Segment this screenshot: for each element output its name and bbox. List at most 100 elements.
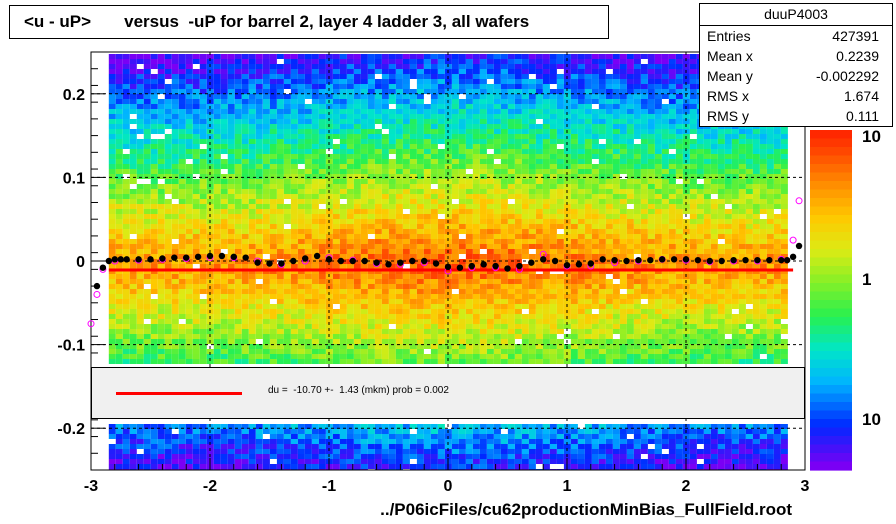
x-tick-label: 3 <box>801 478 810 495</box>
x-tick-label: -2 <box>203 478 217 495</box>
chart-title: <u - uP> versus -uP for barrel 2, layer … <box>9 5 609 39</box>
mean-point <box>105 257 113 265</box>
mean-point <box>540 256 547 263</box>
y-tick-label: 0.2 <box>63 87 85 104</box>
mean-point <box>611 256 618 264</box>
mean-point <box>456 264 464 271</box>
mean-point <box>409 257 416 265</box>
mean-point <box>325 256 333 263</box>
stats-key: RMS y <box>707 108 749 124</box>
mean-point <box>183 254 190 261</box>
stats-box: duuP4003 Entries 427391 Mean x 0.2239 Mean… <box>699 3 893 127</box>
mean-point <box>742 256 749 264</box>
stats-value: 1.674 <box>843 88 879 104</box>
mean-point <box>111 256 119 263</box>
mean-point <box>551 257 559 265</box>
stats-row-rms-y: RMS y 0.111 <box>700 106 892 126</box>
mean-point <box>754 256 761 264</box>
mean-point <box>778 256 785 264</box>
open-point <box>93 290 101 298</box>
mean-point <box>123 256 130 263</box>
mean-point <box>421 257 428 265</box>
stats-value: 427391 <box>832 28 879 44</box>
mean-point <box>93 282 101 290</box>
mean-point <box>337 257 345 265</box>
mean-point <box>278 260 285 267</box>
mean-point <box>194 253 202 261</box>
mean-point <box>361 257 368 265</box>
mean-point <box>528 259 535 266</box>
mean-point <box>730 256 737 264</box>
mean-point <box>766 256 773 264</box>
mean-point <box>302 255 309 262</box>
mean-point <box>659 256 666 263</box>
mean-point <box>694 256 702 264</box>
mean-point <box>171 254 178 261</box>
y-tick-label: -0.1 <box>57 338 85 355</box>
mean-point <box>218 252 226 260</box>
mean-point <box>623 257 630 265</box>
mean-point <box>432 260 440 267</box>
mean-point <box>795 242 803 250</box>
stats-row-mean-x: Mean x 0.2239 <box>700 46 892 66</box>
mean-point <box>718 257 725 265</box>
color-scale-label: 1 <box>862 270 871 289</box>
x-tick-label: -3 <box>84 478 98 495</box>
mean-point <box>789 253 797 261</box>
mean-point <box>480 261 487 268</box>
stats-value: -0.002292 <box>815 68 879 84</box>
mean-point <box>444 263 452 271</box>
stats-value: 0.111 <box>846 108 879 124</box>
mean-point <box>313 252 321 260</box>
data-points <box>87 197 803 328</box>
x-tick-label: 2 <box>682 478 691 495</box>
stats-value: 0.2239 <box>836 48 879 64</box>
open-point <box>795 197 803 205</box>
x-tick-label: -1 <box>322 478 336 495</box>
mean-point <box>492 262 499 270</box>
mean-point <box>587 260 594 267</box>
mean-point <box>468 262 475 270</box>
stats-row-rms-x: RMS x 1.674 <box>700 86 892 106</box>
mean-point <box>290 257 297 265</box>
stats-row-mean-y: Mean y -0.002292 <box>700 66 892 86</box>
stats-key: Mean x <box>707 48 753 64</box>
open-point <box>789 236 797 244</box>
mean-point <box>254 259 261 266</box>
stats-key: Mean y <box>707 68 753 84</box>
mean-point <box>147 256 154 263</box>
stats-name: duuP4003 <box>700 4 892 26</box>
fit-legend: du = -10.70 +- 1.43 (mkm) prob = 0.002 <box>91 367 805 419</box>
mean-point <box>159 255 166 262</box>
mean-point <box>230 253 237 261</box>
color-scale-label: 10 <box>862 127 881 146</box>
x-tick-label: 0 <box>444 478 453 495</box>
mean-point <box>373 259 380 266</box>
mean-point <box>135 256 142 263</box>
mean-point <box>682 256 690 263</box>
x-axis: -3 -2 -1 0 1 2 3 <box>84 458 810 495</box>
fit-legend-line <box>116 392 242 395</box>
y-axis: -0.2 -0.1 0 0.1 0.2 <box>57 51 105 471</box>
mean-point <box>117 256 124 263</box>
mean-point <box>397 259 404 266</box>
y-tick-label: -0.2 <box>57 421 85 438</box>
mean-point <box>599 256 606 263</box>
stats-key: RMS x <box>707 88 749 104</box>
mean-point <box>670 256 678 263</box>
mean-point <box>349 257 356 265</box>
mean-point <box>635 256 642 264</box>
y-tick-label: 0 <box>76 254 85 271</box>
mean-point <box>783 256 791 264</box>
mean-point <box>706 257 713 265</box>
mean-point <box>563 261 571 269</box>
mean-point <box>266 260 273 267</box>
color-scale: 10 1 10 <box>810 127 881 471</box>
stats-row-entries: Entries 427391 <box>700 26 892 46</box>
mean-point <box>516 262 523 270</box>
mean-point <box>504 265 511 272</box>
mean-point <box>99 264 107 271</box>
stats-key: Entries <box>707 28 751 44</box>
mean-point <box>385 261 392 268</box>
